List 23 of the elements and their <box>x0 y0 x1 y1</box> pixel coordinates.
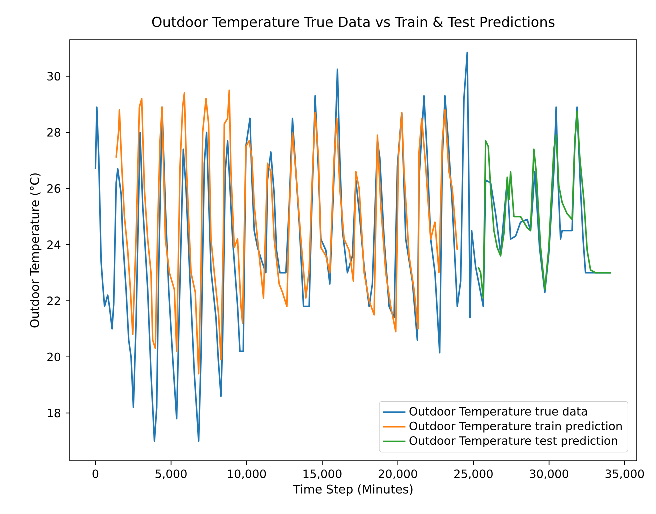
y-tick-label: 28 <box>48 128 61 137</box>
line-series <box>478 110 612 299</box>
legend-label: Outdoor Temperature test prediction <box>410 436 618 448</box>
x-tick-label: 10,000 <box>228 470 266 480</box>
y-axis-title: Outdoor Temperature (°C) <box>30 174 42 328</box>
legend-label: Outdoor Temperature true data <box>410 407 588 418</box>
x-axis-title: Time Step (Minutes) <box>293 484 413 496</box>
x-tick-label: 30,000 <box>530 470 569 480</box>
x-tick-label: 0 <box>92 470 99 478</box>
legend-label: Outdoor Temperature train prediction <box>410 422 622 433</box>
x-tick-label: 35,000 <box>606 470 644 480</box>
chart-title: Outdoor Temperature True Data vs Train & Test Predictions <box>152 16 555 30</box>
line-series <box>116 90 458 375</box>
x-tick-label: 5,000 <box>156 470 187 480</box>
y-tick-label: 18 <box>48 408 61 418</box>
y-tick-label: 24 <box>48 240 61 250</box>
y-tick-label: 30 <box>48 72 61 81</box>
x-tick-label: 15,000 <box>304 470 342 480</box>
y-tick-label: 26 <box>48 184 61 194</box>
y-tick-label: 20 <box>48 352 61 362</box>
x-tick-label: 25,000 <box>454 470 493 480</box>
x-tick-label: 20,000 <box>378 470 418 480</box>
y-tick-label: 22 <box>48 296 60 306</box>
